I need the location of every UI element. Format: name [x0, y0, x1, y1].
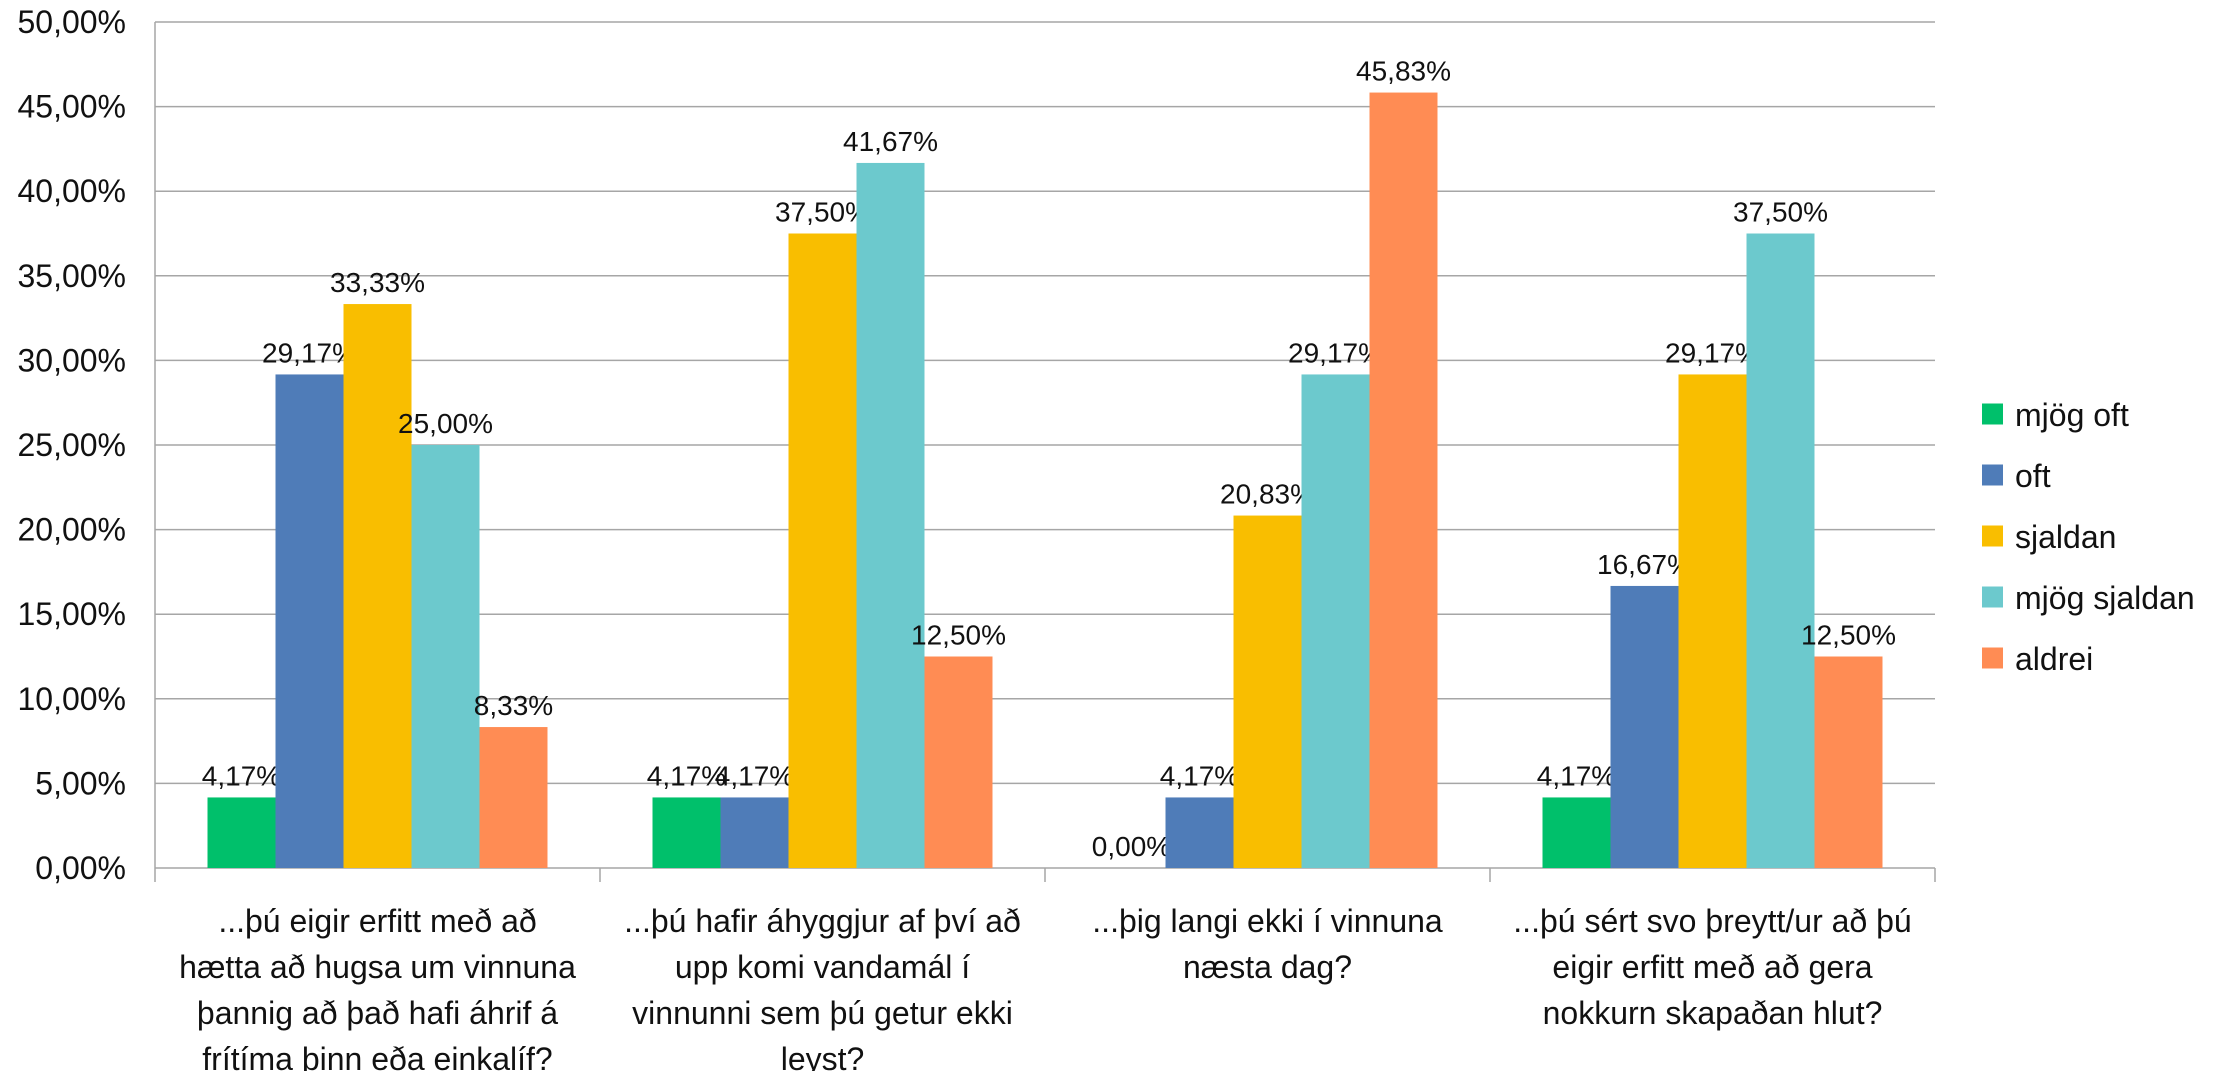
data-label: 4,17%: [202, 760, 281, 791]
bar: [924, 656, 993, 868]
bar: [652, 797, 721, 868]
category-label: ...þig langi ekki í vinnuna: [1092, 903, 1443, 939]
data-label: 37,50%: [775, 197, 870, 228]
y-tick-label: 15,00%: [17, 596, 126, 632]
category-label: eigir erfitt með að gera: [1552, 949, 1872, 985]
data-label: 4,17%: [715, 760, 794, 791]
bar: [275, 374, 344, 868]
y-tick-label: 10,00%: [17, 681, 126, 717]
y-tick-label: 35,00%: [17, 258, 126, 294]
y-tick-label: 25,00%: [17, 427, 126, 463]
legend-swatch: [1982, 403, 2003, 425]
data-label: 29,17%: [1288, 337, 1383, 368]
legend-swatch: [1982, 464, 2003, 486]
bar: [1746, 233, 1815, 868]
category-label: ...þú sért svo þreytt/ur að þú: [1513, 903, 1911, 939]
legend-swatch: [1982, 647, 2003, 669]
y-tick-label: 50,00%: [17, 4, 126, 40]
data-label: 29,17%: [262, 337, 357, 368]
data-label: 4,17%: [647, 760, 726, 791]
bar: [788, 233, 857, 868]
bar: [1678, 374, 1747, 868]
data-label: 8,33%: [474, 690, 553, 721]
bar: [1610, 585, 1679, 868]
bar: [207, 797, 276, 868]
data-label: 4,17%: [1537, 760, 1616, 791]
legend-label: aldrei: [2015, 641, 2093, 677]
data-label: 33,33%: [330, 267, 425, 298]
bar: [411, 445, 480, 868]
y-tick-label: 45,00%: [17, 89, 126, 125]
bar: [720, 797, 789, 868]
y-tick-label: 20,00%: [17, 512, 126, 548]
category-label: þannig að það hafi áhrif á: [197, 995, 558, 1031]
legend-label: sjaldan: [2015, 519, 2116, 555]
category-label: vinnunni sem þú getur ekki: [632, 995, 1013, 1031]
data-label: 16,67%: [1597, 549, 1692, 580]
bar: [1369, 92, 1438, 868]
data-label: 45,83%: [1356, 56, 1451, 87]
category-label: hætta að hugsa um vinnuna: [179, 949, 576, 985]
y-tick-label: 30,00%: [17, 342, 126, 378]
legend-label: mjög oft: [2015, 397, 2129, 433]
category-label: leyst?: [781, 1041, 865, 1071]
bar: [1542, 797, 1611, 868]
legend-label: oft: [2015, 458, 2051, 494]
data-label: 29,17%: [1665, 337, 1760, 368]
category-label: næsta dag?: [1183, 949, 1352, 985]
category-label: ...þú hafir áhyggjur af því að: [624, 903, 1021, 939]
y-tick-label: 40,00%: [17, 173, 126, 209]
bar: [1814, 656, 1883, 868]
legend-label: mjög sjaldan: [2015, 580, 2195, 616]
legend-swatch: [1982, 586, 2003, 608]
data-label: 12,50%: [1801, 620, 1896, 651]
y-tick-label: 0,00%: [35, 850, 126, 886]
y-tick-label: 5,00%: [35, 765, 126, 801]
bar: [1165, 797, 1234, 868]
data-label: 37,50%: [1733, 197, 1828, 228]
legend-swatch: [1982, 525, 2003, 547]
category-label: frítíma þinn eða einkalíf?: [202, 1041, 552, 1071]
bar: [1301, 374, 1370, 868]
data-label: 4,17%: [1160, 760, 1239, 791]
bar: [343, 304, 412, 868]
data-label: 25,00%: [398, 408, 493, 439]
bar: [856, 162, 925, 868]
category-label: nokkurn skapaðan hlut?: [1543, 995, 1883, 1031]
data-label: 20,83%: [1220, 479, 1315, 510]
data-label: 41,67%: [843, 126, 938, 157]
data-label: 12,50%: [911, 620, 1006, 651]
bar: [1233, 515, 1302, 868]
category-label: ...þú eigir erfitt með að: [218, 903, 536, 939]
category-label: upp komi vandamál í: [675, 949, 970, 985]
bar: [479, 727, 548, 868]
data-label: 0,00%: [1092, 831, 1171, 862]
